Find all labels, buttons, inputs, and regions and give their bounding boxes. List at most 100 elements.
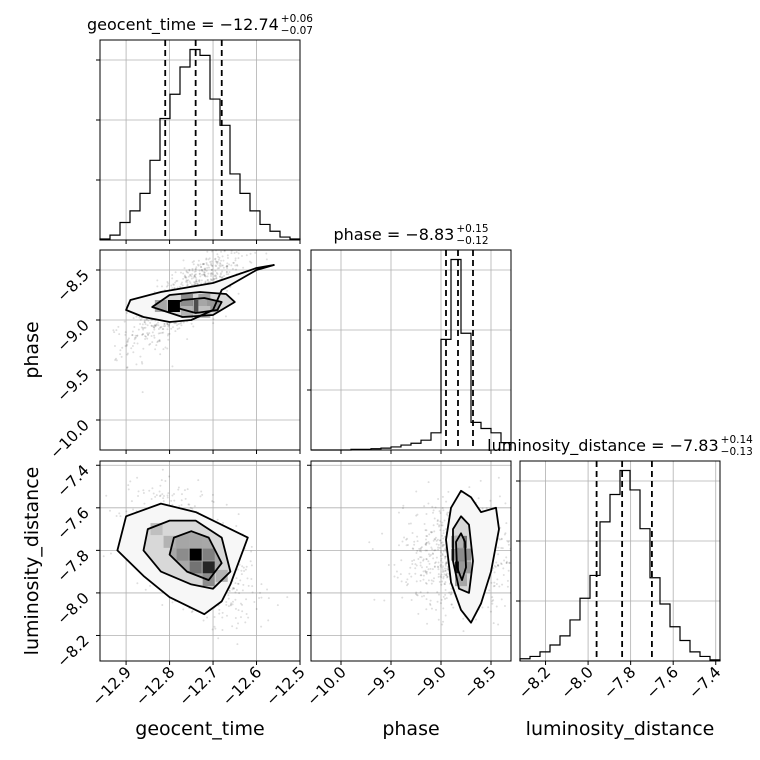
density-geocent-time-vs-phase-sample xyxy=(166,334,169,337)
density-phase-vs-luminosity-distance-sample xyxy=(441,580,444,583)
density-geocent-time-vs-phase-sample xyxy=(176,279,179,282)
density-phase-vs-luminosity-distance-sample xyxy=(508,561,511,564)
density-phase-vs-luminosity-distance-sample xyxy=(426,570,429,573)
density-geocent-time-vs-phase-sample xyxy=(174,271,177,274)
density-geocent-time-vs-luminosity-distance-sample xyxy=(241,589,244,592)
density-phase-vs-luminosity-distance-sample xyxy=(488,589,491,592)
density-phase-vs-luminosity-distance-sample xyxy=(442,595,445,598)
density-geocent-time-vs-phase-sample xyxy=(168,323,171,326)
density-phase-vs-luminosity-distance-sample xyxy=(513,529,515,531)
density-phase-vs-luminosity-distance-sample xyxy=(429,567,432,570)
density-geocent-time-vs-luminosity-distance-ytick-label: −8.2 xyxy=(53,632,92,671)
density-geocent-time-vs-phase-sample xyxy=(136,334,139,337)
density-geocent-time-vs-phase-sample xyxy=(214,257,217,260)
density-geocent-time-vs-phase-sample xyxy=(219,265,222,268)
density-geocent-time-vs-phase-sample xyxy=(113,331,116,334)
density-geocent-time-vs-phase-sample xyxy=(166,322,169,325)
density-phase-vs-luminosity-distance-sample xyxy=(441,623,444,626)
density-phase-vs-luminosity-distance-sample xyxy=(415,514,418,517)
density-geocent-time-vs-luminosity-distance-sample xyxy=(244,568,247,571)
density-geocent-time-vs-phase-sample xyxy=(220,276,223,279)
density-phase-vs-luminosity-distance-sample xyxy=(431,548,434,551)
density-geocent-time-vs-luminosity-distance-ytick-label: −8.0 xyxy=(53,589,92,628)
density-geocent-time-vs-phase-sample xyxy=(154,323,157,326)
hist-luminosity-distance-bin xyxy=(560,636,570,661)
hist-geocent-time-bin xyxy=(130,211,140,240)
density-phase-vs-luminosity-distance-sample xyxy=(524,569,526,571)
density-phase-vs-luminosity-distance-sample xyxy=(416,513,419,516)
density-phase-vs-luminosity-distance-sample xyxy=(493,584,496,587)
density-geocent-time-vs-phase-sample xyxy=(225,271,228,274)
density-geocent-time-vs-phase-sample xyxy=(156,341,159,344)
density-phase-vs-luminosity-distance-sample xyxy=(432,509,435,512)
density-geocent-time-vs-phase-sample xyxy=(163,322,166,325)
density-geocent-time-vs-phase-sample xyxy=(134,336,137,339)
title-luminosity-distance: luminosity_distance = −7.83 +0.14−0.13 xyxy=(487,434,753,458)
density-geocent-time-vs-luminosity-distance-sample xyxy=(235,627,238,630)
density-phase-vs-luminosity-distance-sample xyxy=(420,546,423,549)
density-phase-vs-luminosity-distance-sample xyxy=(434,561,437,564)
density-phase-vs-luminosity-distance-sample xyxy=(424,569,427,572)
density-phase-vs-luminosity-distance-sample xyxy=(446,568,449,571)
density-phase-vs-luminosity-distance-sample xyxy=(437,618,440,621)
density-geocent-time-vs-phase-sample xyxy=(188,269,191,272)
density-phase-vs-luminosity-distance-sample xyxy=(441,566,444,569)
density-geocent-time-vs-phase-sample xyxy=(210,263,213,266)
density-phase-vs-luminosity-distance-sample xyxy=(434,549,437,552)
density-phase-vs-luminosity-distance-sample xyxy=(507,543,510,546)
density-geocent-time-vs-luminosity-distance-sample xyxy=(245,613,248,616)
density-geocent-time-vs-luminosity-distance-sample xyxy=(239,616,242,619)
density-geocent-time-vs-phase-sample xyxy=(144,337,147,340)
density-geocent-time-vs-phase-contour-line xyxy=(125,264,275,323)
density-geocent-time-vs-phase-sample xyxy=(187,279,190,282)
density-geocent-time-vs-luminosity-distance-sample xyxy=(186,488,189,491)
density-phase-vs-luminosity-distance-sample xyxy=(429,553,432,556)
density-geocent-time-vs-luminosity-distance-sample xyxy=(177,486,180,489)
density-geocent-time-vs-phase-sample xyxy=(195,279,198,282)
density-phase-vs-luminosity-distance-sample xyxy=(481,507,484,510)
density-geocent-time-vs-luminosity-distance-sample xyxy=(237,582,240,585)
density-geocent-time-vs-phase-sample xyxy=(133,342,136,345)
density-geocent-time-vs-phase-sample xyxy=(192,260,195,263)
density-geocent-time-vs-phase-sample xyxy=(149,342,152,345)
density-geocent-time-vs-luminosity-distance-sample xyxy=(250,545,253,548)
title-upper-error: +0.15 xyxy=(456,223,488,235)
density-geocent-time-vs-luminosity-distance-sample xyxy=(160,479,163,482)
density-geocent-time-vs-phase-sample xyxy=(220,276,223,279)
density-geocent-time-vs-phase-sample xyxy=(201,273,204,276)
density-geocent-time-vs-phase-sample xyxy=(237,252,240,255)
density-geocent-time-vs-phase-sample xyxy=(203,271,206,274)
density-geocent-time-vs-phase-sample xyxy=(194,270,197,273)
hist-luminosity-distance-xtick-label: −8.0 xyxy=(558,663,597,702)
density-phase-vs-luminosity-distance-sample xyxy=(508,562,511,565)
density-geocent-time-vs-phase-sample xyxy=(209,260,212,263)
density-geocent-time-vs-phase-sample xyxy=(191,269,194,272)
density-geocent-time-vs-luminosity-distance-sample xyxy=(221,616,224,619)
density-geocent-time-vs-phase-sample xyxy=(204,280,207,283)
density-geocent-time-vs-phase-sample xyxy=(205,262,208,265)
density-phase-vs-luminosity-distance-sample xyxy=(433,566,436,569)
density-geocent-time-vs-phase-sample xyxy=(130,347,133,350)
density-phase-vs-luminosity-distance-sample xyxy=(521,553,523,555)
density-phase-vs-luminosity-distance-sample xyxy=(430,607,433,610)
density-geocent-time-vs-phase-sample xyxy=(214,274,217,277)
density-phase-vs-luminosity-distance-sample xyxy=(429,604,432,607)
density-phase-vs-luminosity-distance-sample xyxy=(500,538,503,541)
density-geocent-time-vs-luminosity-distance-sample xyxy=(241,565,244,568)
density-phase-vs-luminosity-distance-sample xyxy=(507,540,510,543)
density-geocent-time-vs-phase-sample xyxy=(185,276,188,279)
density-geocent-time-vs-luminosity-distance-sample xyxy=(162,495,165,498)
density-phase-vs-luminosity-distance-sample xyxy=(419,548,422,551)
density-geocent-time-vs-phase-sample xyxy=(203,271,206,274)
density-geocent-time-vs-luminosity-distance-sample xyxy=(161,603,164,606)
density-geocent-time-vs-luminosity-distance-sample xyxy=(187,503,190,506)
density-geocent-time-vs-luminosity-distance-sample xyxy=(235,577,238,580)
density-phase-vs-luminosity-distance-sample xyxy=(444,597,447,600)
density-geocent-time-vs-phase-sample xyxy=(196,263,199,266)
density-geocent-time-vs-phase-sample xyxy=(157,321,160,324)
density-geocent-time-vs-phase-sample xyxy=(210,279,213,282)
density-phase-vs-luminosity-distance-sample xyxy=(423,523,426,526)
density-geocent-time-vs-phase-sample xyxy=(154,348,157,351)
density-geocent-time-vs-phase-sample xyxy=(192,276,195,279)
density-phase-vs-luminosity-distance-sample xyxy=(436,519,439,522)
